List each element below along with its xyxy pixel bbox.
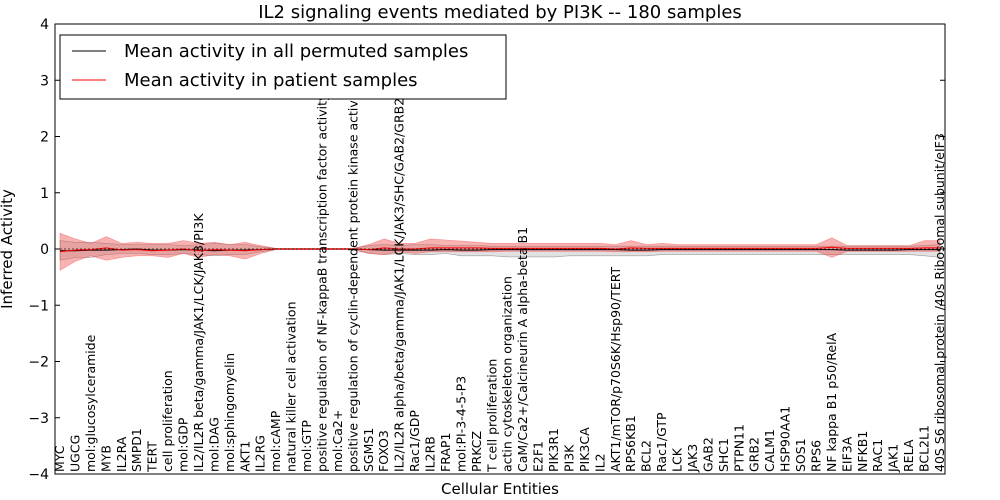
category-label: NFKB1 xyxy=(855,431,870,472)
category-label: mol:sphingomyelin xyxy=(222,353,237,472)
y-tick-label: 2 xyxy=(40,130,49,146)
category-label: IL2RB xyxy=(423,436,438,472)
category-label: PIK3CA xyxy=(577,427,592,472)
category-label: CALM1 xyxy=(762,429,777,472)
category-label: FRAP1 xyxy=(438,433,453,472)
category-label: mol:PI-3-4-5-P3 xyxy=(453,376,468,472)
category-label: natural killer cell activation xyxy=(284,301,299,472)
y-tick-label: −4 xyxy=(28,467,49,483)
category-label: UGCG xyxy=(67,435,82,472)
category-label: mol:cAMP xyxy=(268,410,283,472)
category-label: BCL2L1 xyxy=(917,425,932,472)
category-label: Rac1/GDP xyxy=(407,410,422,472)
category-label: JAK1 xyxy=(886,444,901,473)
category-label: E2F1 xyxy=(531,441,546,472)
category-label: AKT1 xyxy=(237,441,252,472)
band-mean-activity-in-all-permuted-samples xyxy=(59,240,941,261)
plot-frame xyxy=(54,23,946,475)
category-label: CaM/Ca2+/Calcineurin A alpha-beta B1 xyxy=(515,227,530,472)
category-label: mol:glucosylceramide xyxy=(83,334,98,472)
category-label: GRB2 xyxy=(747,437,762,472)
category-label: PI3K xyxy=(562,444,577,472)
category-label: MYB xyxy=(98,445,113,472)
category-label: FOXO3 xyxy=(376,430,391,472)
category-label: positive regulation of cyclin-dependent … xyxy=(345,84,360,472)
category-label: NF kappa B1 p50/RelA xyxy=(824,332,839,472)
category-label: IL2RA xyxy=(114,436,129,472)
category-label: mol:GDP xyxy=(176,417,191,472)
category-label: IL2/IL2R beta/gamma/JAK1/LCK/JAK3/PI3K xyxy=(191,213,206,472)
category-label: mol:DAG xyxy=(206,417,221,472)
y-tick-label: 0 xyxy=(40,242,49,258)
y-axis-title: Inferred Activity xyxy=(0,189,16,309)
y-axis-ticks: −4 −3 −2 −1 0 1 2 3 4 xyxy=(28,17,945,483)
category-label: RELA xyxy=(901,439,916,472)
legend-entry: Mean activity in patient samples xyxy=(124,70,418,91)
chart-title: IL2 signaling events mediated by PI3K --… xyxy=(258,2,742,23)
category-label: SGMS1 xyxy=(361,428,376,472)
category-label: PRKCZ xyxy=(469,431,484,472)
category-labels: MYC UGCG mol:glucosylceramide MYB IL2RA SMPD1… xyxy=(52,60,947,473)
category-label: mol:GTP xyxy=(299,420,314,472)
category-label: IL2/IL2R alpha/beta/gamma/JAK1/LCK/JAK3/… xyxy=(392,60,407,472)
legend: Mean activity in all permuted samples Mea… xyxy=(59,34,507,100)
category-label: T cell proliferation xyxy=(484,359,499,473)
category-label: actin cytoskeleton organization xyxy=(500,276,515,472)
confidence-bands xyxy=(59,232,941,271)
category-label: GAB2 xyxy=(700,437,715,472)
category-label: SHC1 xyxy=(716,438,731,472)
category-label: RPS6 xyxy=(809,440,824,472)
y-tick-label: 4 xyxy=(40,17,49,33)
category-label: LCK xyxy=(670,447,685,472)
band-mean-activity-in-patient-samples xyxy=(59,232,941,271)
category-label: PTPN11 xyxy=(731,424,746,472)
y-tick-label: 3 xyxy=(40,73,49,89)
category-label: positive regulation of NF-kappaB transcr… xyxy=(315,93,330,472)
x-axis-title: Cellular Entities xyxy=(441,480,559,498)
category-label: TERT xyxy=(145,441,160,473)
category-label: AKT1/mTOR/p70S6K/Hsp90/TERT xyxy=(608,266,623,472)
category-label: HSP90AA1 xyxy=(778,406,793,472)
category-label: JAK3 xyxy=(685,444,700,473)
y-tick-label: −1 xyxy=(28,298,49,314)
y-tick-label: −2 xyxy=(28,355,49,371)
series-lines xyxy=(59,246,940,253)
y-tick-label: −3 xyxy=(28,411,49,427)
category-label: cell proliferation xyxy=(160,370,175,472)
category-label: 40S S6 ribosomal protein /40s Ribosomal … xyxy=(932,133,947,472)
category-label: Rac1/GTP xyxy=(654,412,669,472)
category-label: IL2RG xyxy=(253,435,268,472)
category-label: RAC1 xyxy=(870,439,885,472)
category-label: RPS6KB1 xyxy=(623,415,638,472)
category-label: mol:Ca2+ xyxy=(330,410,345,472)
category-label: SOS1 xyxy=(793,438,808,472)
category-label: SMPD1 xyxy=(129,428,144,472)
series-line-mean-activity-in-patient-samples xyxy=(59,246,940,253)
category-label: IL2 xyxy=(592,453,607,472)
category-label: PIK3R1 xyxy=(546,428,561,472)
category-label: BCL2 xyxy=(639,440,654,472)
legend-entry: Mean activity in all permuted samples xyxy=(124,41,468,62)
category-label: EIF3A xyxy=(839,436,854,472)
category-label: MYC xyxy=(52,445,67,472)
legend-box xyxy=(59,34,507,100)
y-tick-label: 1 xyxy=(40,186,49,202)
